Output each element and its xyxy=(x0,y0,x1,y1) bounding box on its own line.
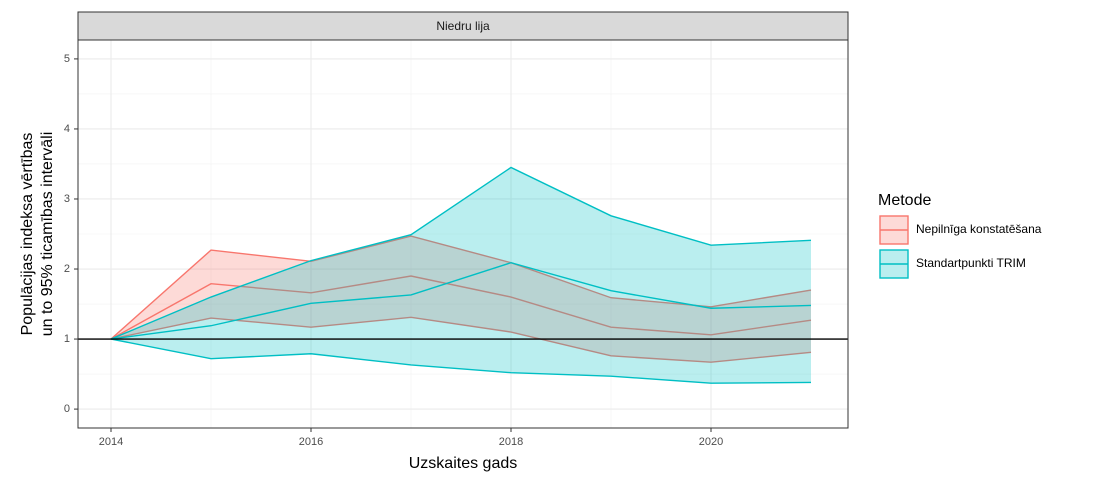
line-upper xyxy=(110,166,812,340)
legend-label: Standartpunkti TRIM xyxy=(916,256,1026,270)
y-axis-title: un to 95% ticamības intervāli xyxy=(39,132,56,337)
x-tick-label: 2014 xyxy=(99,436,123,448)
y-tick-label: 1 xyxy=(64,333,70,345)
x-axis-title: Uzskaites gads xyxy=(409,455,518,472)
facet-label: Niedru lija xyxy=(436,19,490,33)
ribbon-fill xyxy=(111,167,811,384)
x-tick-label: 2018 xyxy=(499,436,523,448)
line-lower xyxy=(110,316,812,363)
y-tick-label: 4 xyxy=(64,123,70,135)
y-tick-label: 3 xyxy=(64,193,70,205)
ribbon-fill xyxy=(111,236,811,363)
y-tick-label: 5 xyxy=(64,53,70,65)
x-tick-label: 2020 xyxy=(699,436,723,448)
x-tick-label: 2016 xyxy=(299,436,323,448)
line-values xyxy=(110,275,812,340)
y-axis-title: Populācijas indeksa vērtības xyxy=(19,133,36,336)
line-lower xyxy=(110,338,812,384)
y-tick-label: 2 xyxy=(64,263,70,275)
facet-strip xyxy=(77,11,849,41)
panel-border xyxy=(77,39,849,429)
legend-title: Metode xyxy=(878,192,931,209)
y-tick-label: 0 xyxy=(64,403,70,415)
line-values xyxy=(110,261,812,340)
legend-label: Nepilnīga konstatēšana xyxy=(916,222,1042,236)
